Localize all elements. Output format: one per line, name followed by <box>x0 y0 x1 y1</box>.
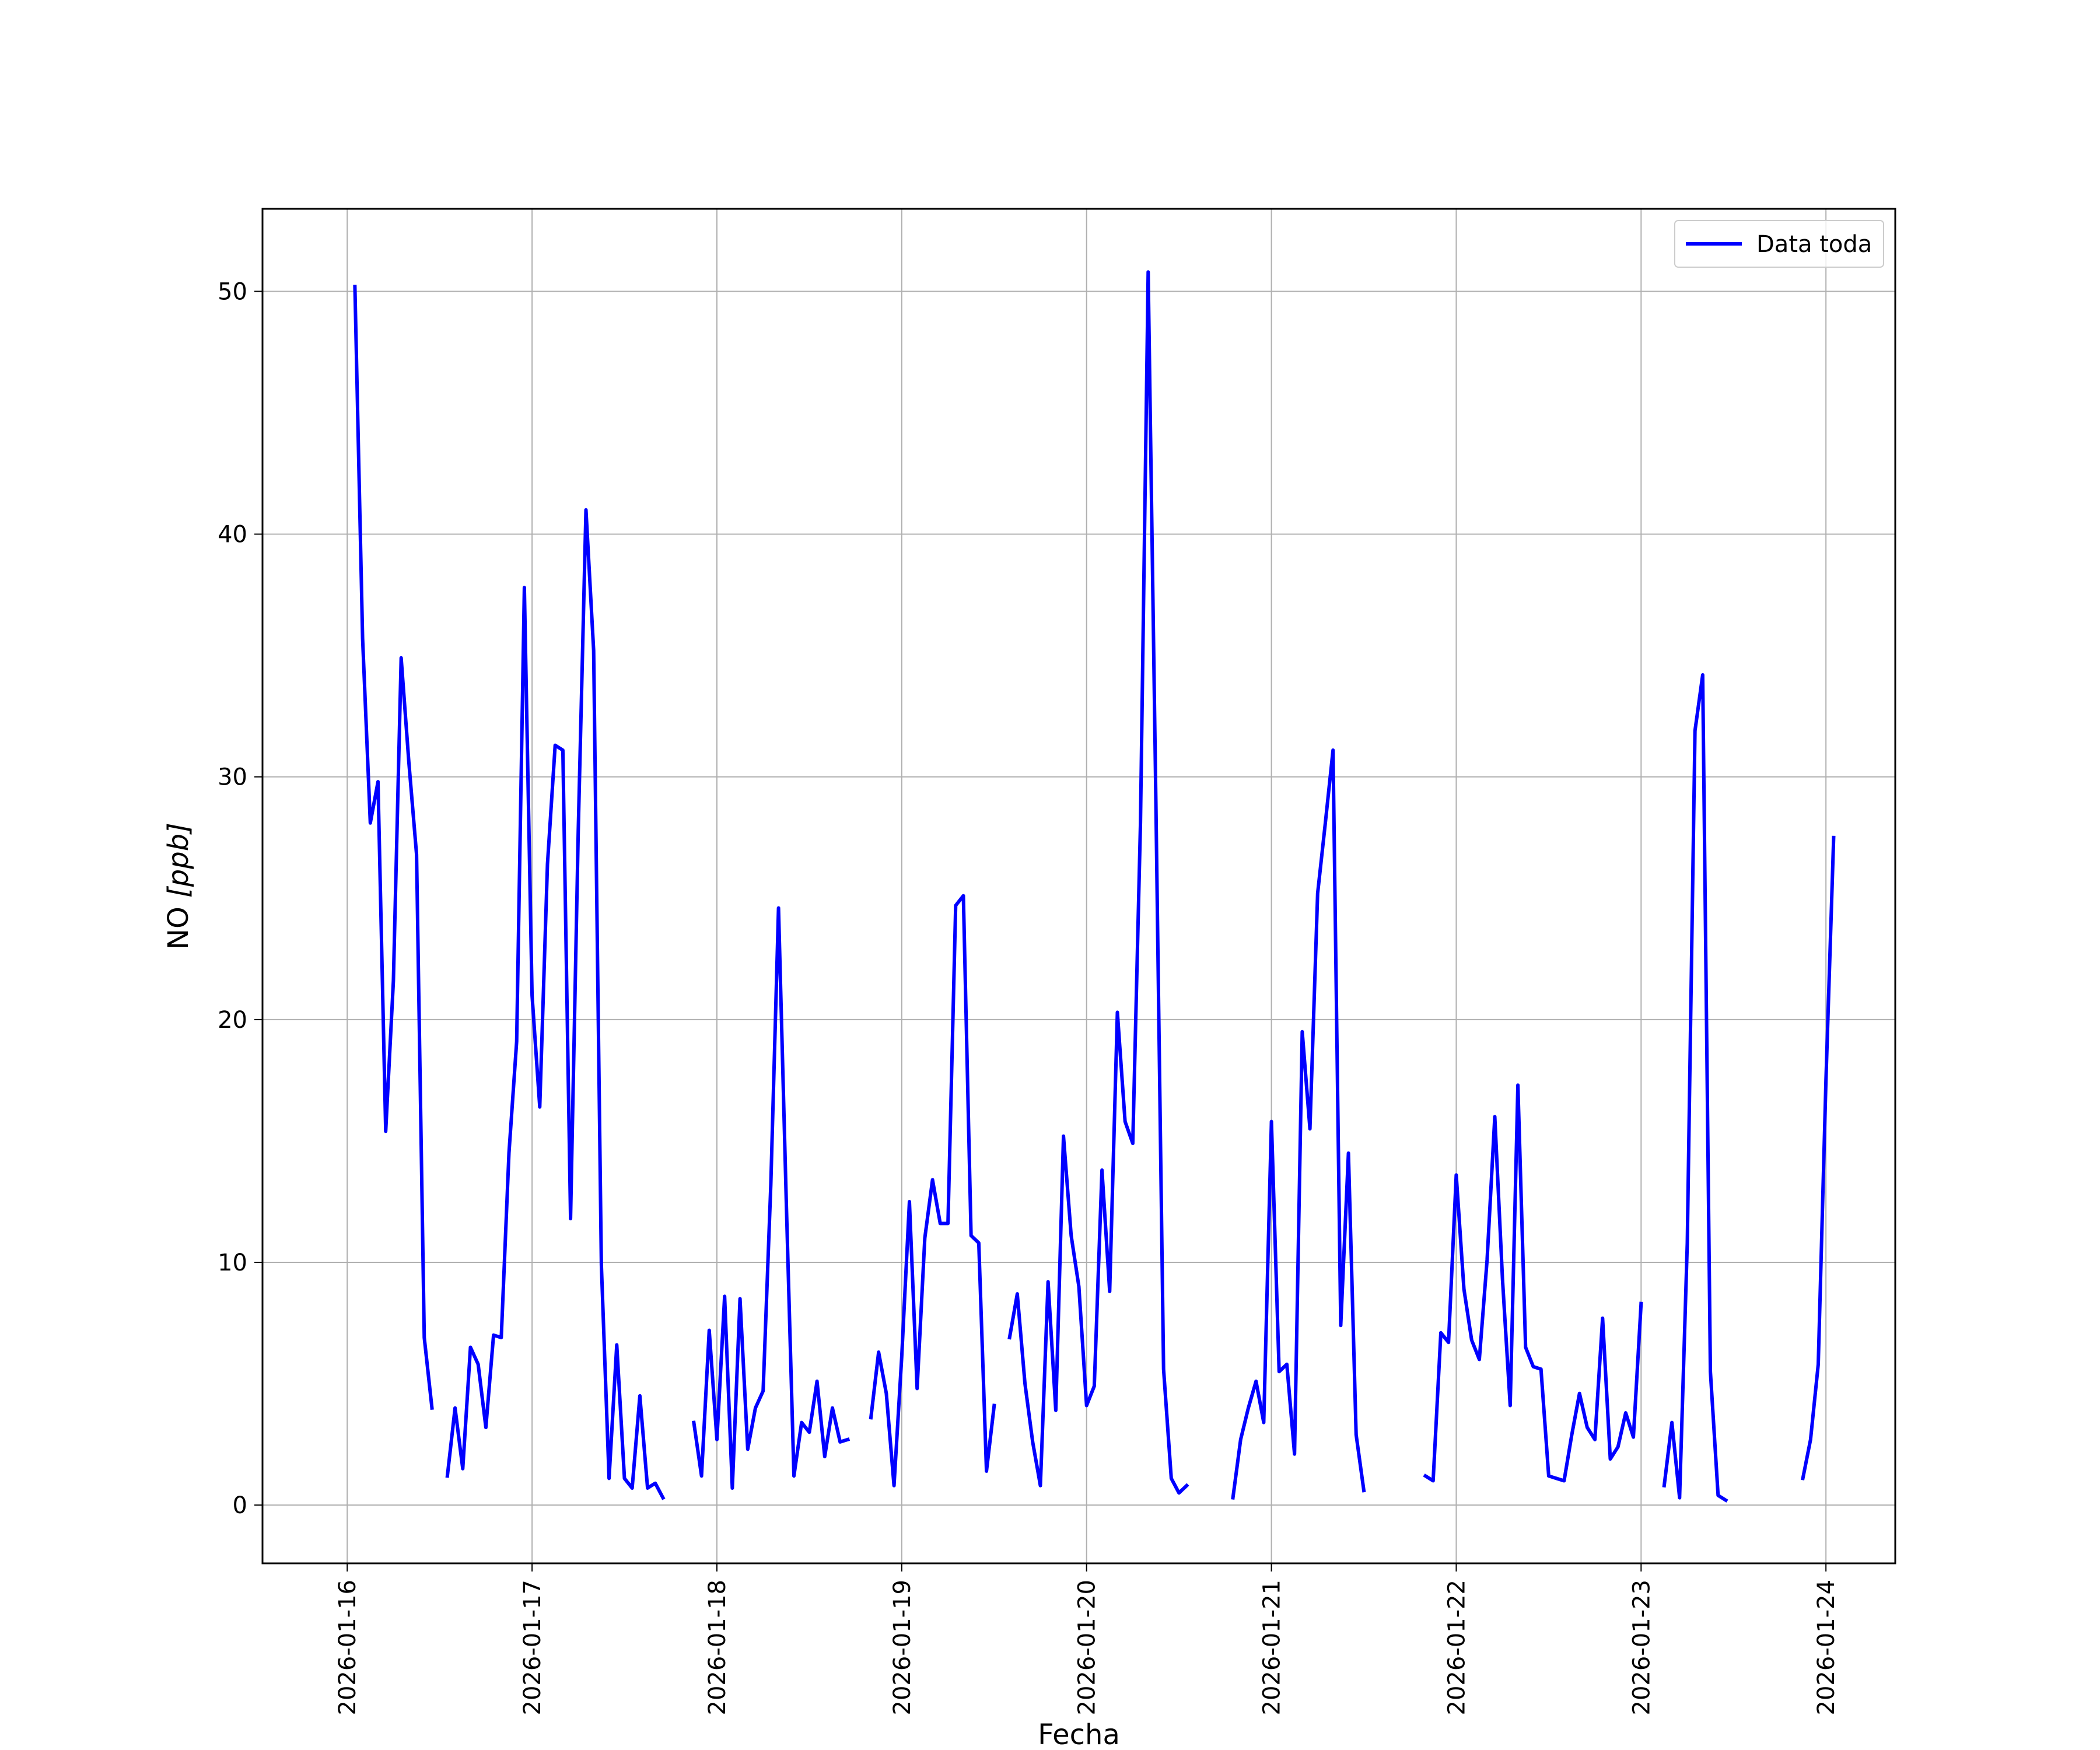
x-tick-label: 2026-01-22 <box>1443 1580 1470 1715</box>
series-line-segment <box>1662 673 1728 1503</box>
x-tick-label: 2026-01-17 <box>519 1580 546 1715</box>
y-axis-title-unit: [ppb] <box>162 822 195 898</box>
series-line-segment <box>1007 270 1189 1495</box>
series-line-segment <box>869 894 996 1488</box>
x-axis: 2026-01-16 2026-01-17 2026-01-18 2026-01-19… <box>334 1563 1840 1715</box>
y-tick-label: 20 <box>218 1007 247 1034</box>
axes-frame <box>261 208 1896 1564</box>
y-tick-label: 30 <box>218 764 247 791</box>
series-line-segment <box>1231 748 1366 1500</box>
series-data-toda <box>353 270 1836 1503</box>
y-tick-label: 40 <box>218 522 247 548</box>
series-line-segment <box>445 508 666 1500</box>
y-axis-title-quantity: NO <box>162 898 195 950</box>
y-axis-title: NO [ppb] <box>162 822 195 950</box>
x-tick-label: 2026-01-24 <box>1813 1580 1840 1715</box>
legend: Data toda <box>1674 220 1884 268</box>
legend-box <box>1674 220 1884 268</box>
y-tick-label: 50 <box>218 278 247 305</box>
series-line-segment <box>353 285 434 1410</box>
y-axis: 0 10 20 30 40 50 <box>218 278 262 1519</box>
series-line-segment <box>692 906 850 1490</box>
y-tick-label: 10 <box>218 1250 247 1276</box>
series-line-segment <box>1423 1083 1643 1483</box>
y-tick-label: 0 <box>233 1492 247 1519</box>
x-tick-label: 2026-01-20 <box>1074 1580 1101 1715</box>
x-tick-label: 2026-01-21 <box>1259 1580 1286 1715</box>
x-axis-title: Fecha <box>1038 1718 1120 1750</box>
x-tick-label: 2026-01-23 <box>1628 1580 1655 1715</box>
grid <box>262 209 1895 1563</box>
x-tick-label: 2026-01-19 <box>889 1580 916 1715</box>
x-tick-label: 2026-01-18 <box>704 1580 731 1715</box>
x-tick-label: 2026-01-16 <box>334 1580 361 1715</box>
series-line-segment <box>1801 835 1836 1480</box>
legend-label-data-toda: Data toda <box>1756 231 1872 258</box>
